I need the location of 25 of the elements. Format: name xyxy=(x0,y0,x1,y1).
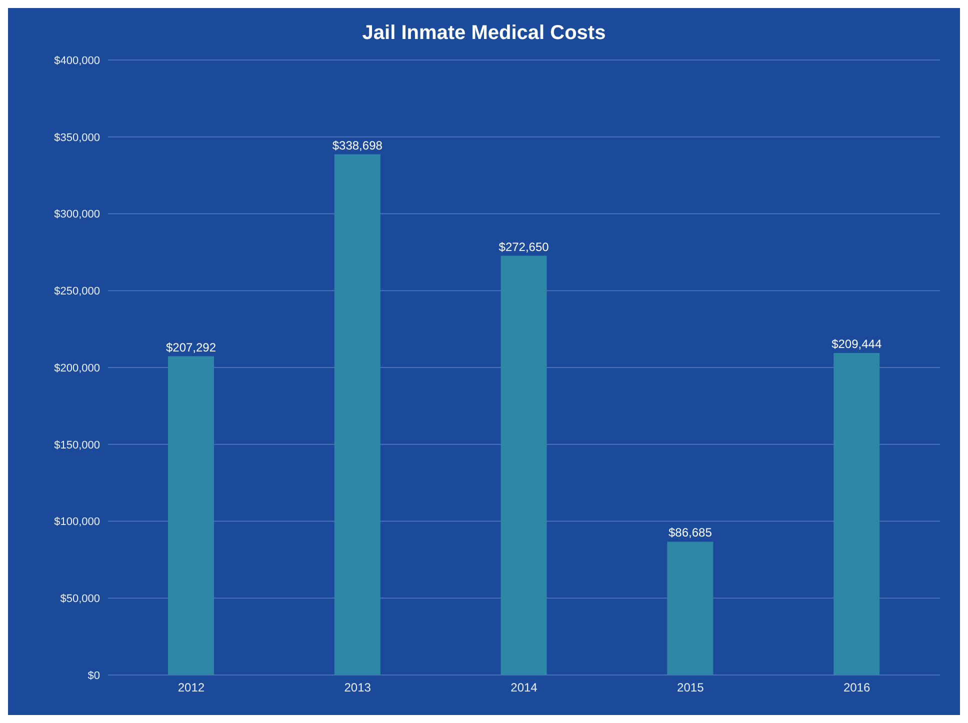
y-tick-label: $200,000 xyxy=(54,362,100,374)
bar xyxy=(667,542,714,675)
x-tick-label: 2016 xyxy=(843,680,870,695)
y-tick-label: $300,000 xyxy=(54,208,100,221)
data-label: $272,650 xyxy=(498,240,550,254)
data-label: $338,698 xyxy=(332,138,383,152)
data-label: $86,685 xyxy=(668,526,712,540)
y-tick-label: $100,000 xyxy=(54,516,100,528)
chart-title: Jail Inmate Medical Costs xyxy=(361,22,607,45)
y-tick-label: $350,000 xyxy=(54,132,100,144)
bar xyxy=(334,154,380,675)
y-tick-label: $0 xyxy=(88,670,100,682)
data-label: $209,444 xyxy=(832,336,882,351)
bar xyxy=(500,256,547,675)
x-tick-label: 2014 xyxy=(510,680,538,695)
x-tick-label: 2013 xyxy=(344,680,372,695)
y-tick-label: $250,000 xyxy=(54,286,100,298)
data-label: $207,292 xyxy=(166,340,216,354)
bar xyxy=(834,352,880,675)
x-tick-label: 2015 xyxy=(677,680,704,695)
y-tick-label: $50,000 xyxy=(60,593,100,606)
x-tick-label: 2012 xyxy=(178,680,205,695)
y-tick-label: $400,000 xyxy=(54,54,100,67)
y-tick-label: $150,000 xyxy=(54,439,100,452)
bar xyxy=(168,356,214,675)
